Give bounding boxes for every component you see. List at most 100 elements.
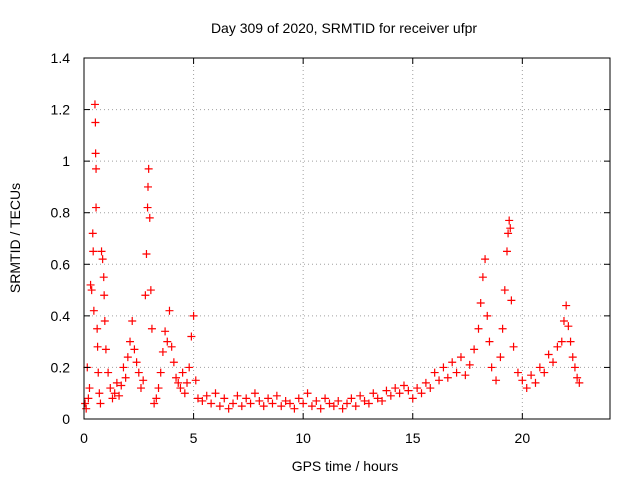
data-point [481,255,490,264]
data-point [395,389,404,398]
data-point [106,384,115,393]
data-point [119,363,128,372]
data-point [89,306,98,315]
y-tick-label: 0.4 [51,308,71,324]
x-axis-label: GPS time / hours [292,458,399,474]
data-point [492,376,501,385]
data-point [95,389,104,398]
data-point [312,396,321,405]
data-point [193,394,202,403]
data-point [281,396,290,405]
data-point [169,358,178,367]
data-point [158,347,167,356]
data-point [575,378,584,387]
y-tick-label: 0.6 [51,256,71,272]
data-point [229,399,238,408]
data-point [121,373,130,382]
data-point [356,391,365,400]
data-point [91,149,100,158]
data-point [259,402,268,411]
data-point [557,337,566,346]
data-point [294,394,303,403]
data-point [522,384,531,393]
data-point [299,399,308,408]
data-point [496,353,505,362]
data-point [150,399,159,408]
data-point [202,391,211,400]
data-point [487,363,496,372]
data-point [448,358,457,367]
data-point [123,353,132,362]
data-point [553,342,562,351]
data-point [268,399,277,408]
x-tick-label: 0 [80,430,88,446]
data-point [89,247,98,256]
data-point [92,203,101,212]
data-point [167,342,176,351]
data-point [250,389,259,398]
data-point [224,404,233,413]
data-point [343,399,351,408]
data-point [461,371,470,380]
data-point [163,337,172,346]
data-point [91,118,100,127]
data-point [146,286,155,295]
data-point [435,376,444,385]
data-point [474,324,483,333]
data-point [172,373,181,382]
data-point [180,389,189,398]
data-point [174,378,183,387]
data-point [465,360,474,369]
data-point [110,389,119,398]
data-point [452,368,461,377]
data-point [272,391,281,400]
data-point [141,291,150,300]
data-point [161,327,170,336]
data-point [101,345,110,354]
data-point [108,394,117,403]
data-point [165,306,174,315]
data-point [518,376,527,385]
data-point [156,368,165,377]
data-point [505,216,514,225]
data-point [215,402,224,411]
data-point [264,394,273,403]
data-point [136,384,145,393]
data-point [443,373,452,382]
data-point [207,399,216,408]
data-point [143,203,152,212]
data-point [478,273,487,282]
data-point [198,396,207,405]
chart-title: Day 309 of 2020, SRMTID for receiver ufp… [211,20,477,36]
y-tick-label: 1.2 [51,102,71,118]
data-point [531,378,540,387]
data-point [242,394,251,403]
data-point [115,391,124,400]
data-point [338,404,347,413]
data-point [527,371,536,380]
y-tick-label: 0 [62,411,70,427]
data-point [513,368,522,377]
data-point [439,363,448,372]
data-point [509,342,518,351]
data-point [100,317,109,326]
data-point [152,394,161,403]
data-point [476,298,485,307]
data-point [485,337,494,346]
data-point [498,324,507,333]
data-point [143,182,152,191]
axis-ticks: 0 5 10 15 20 0 0.2 0.4 0.6 0.8 1 1.2 1.4 [51,50,610,446]
data-point [378,396,387,405]
data-point [183,378,192,387]
data-point [98,255,107,264]
data-point [144,164,153,173]
data-point [417,389,426,398]
y-tick-label: 0.2 [51,359,71,375]
data-point [237,402,246,411]
y-axis-label: SRMTID / TECUs [7,183,23,293]
data-point [549,358,558,367]
data-point [540,368,549,377]
data-point [185,363,194,372]
data-point [81,399,90,408]
